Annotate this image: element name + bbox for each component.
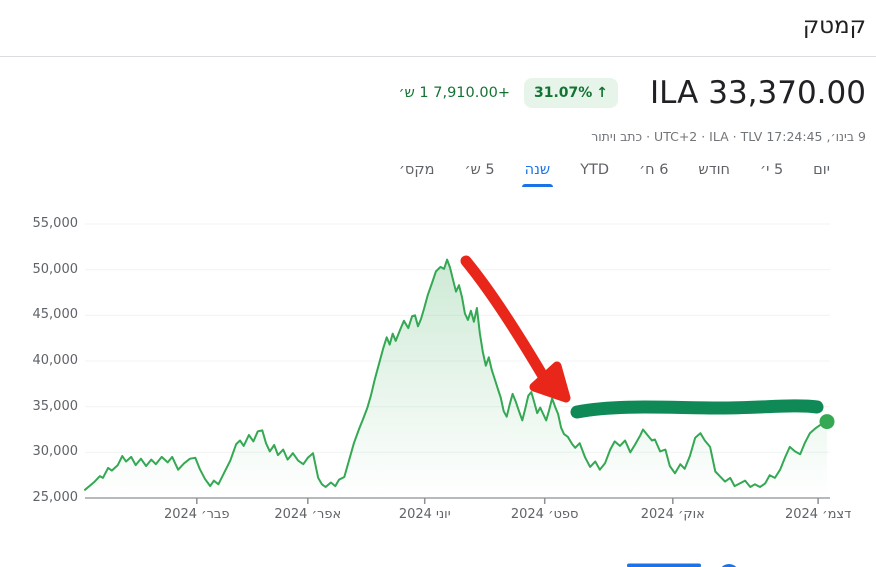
x-axis-label: אפר׳ 2024 (274, 507, 342, 522)
quote-meta-line: 9 בינו׳, 17:24:45 UTC+2 · ILA · TLV · כת… (591, 129, 866, 144)
y-axis-label: 30,000 (32, 444, 79, 460)
tab-ytd[interactable]: YTD (580, 162, 609, 187)
tab-label: חודש (698, 162, 731, 178)
tab-label: 5 י׳ (760, 162, 784, 178)
tab-1y[interactable]: שנה (521, 162, 554, 187)
page-title: קמטק (802, 13, 866, 39)
last-price-dot (819, 414, 835, 430)
selected-tab-underline (521, 184, 554, 187)
tab-label: 6 ח׳ (639, 162, 669, 178)
x-axis-label: אוק׳ 2024 (640, 507, 705, 522)
y-axis-label: 35,000 (32, 398, 79, 414)
price-change-text: +7,910.00 1 ש׳ (398, 85, 510, 101)
tab-5d[interactable]: 5 י׳ (760, 162, 783, 187)
y-axis-label: 50,000 (32, 261, 79, 277)
tab-label: יום (813, 162, 830, 178)
tab-label: 5 ש׳ (464, 162, 495, 178)
bottom-cutoff-blue-bar (627, 563, 701, 567)
stock-price: ILA 33,370.00 (650, 75, 866, 111)
y-axis-label: 40,000 (32, 353, 79, 368)
disclaimer-link[interactable]: כתב ויתור (591, 129, 643, 144)
arrow-up-icon: ↑ (596, 85, 609, 101)
tab-max[interactable]: מקס׳ (399, 162, 435, 187)
x-axis-label: דצמ׳ 2024 (784, 507, 852, 522)
x-axis-label: פבר׳ 2024 (163, 507, 230, 522)
tab-5y[interactable]: 5 ש׳ (464, 162, 494, 187)
quote-meta-text: 9 בינו׳, 17:24:45 UTC+2 · ILA · TLV · (642, 129, 866, 144)
header-divider (0, 56, 876, 57)
red-arrow-annotation-head (529, 361, 571, 403)
price-area-fill (85, 259, 827, 498)
percent-change-badge: 31.07% ↑ (523, 78, 619, 108)
x-axis-label: ספט׳ 2024 (510, 507, 579, 522)
time-range-tabs: יום 5 י׳ חודש 6 ח׳ YTD שנה 5 ש׳ מקס׳ (399, 162, 830, 187)
x-axis-label: יוני 2024 (398, 507, 451, 522)
quote-summary: ILA 33,370.00 31.07% ↑ +7,910.00 1 ש׳ (398, 72, 866, 114)
percent-change-value: 31.07% (533, 85, 593, 101)
tab-label: מקס׳ (398, 162, 435, 178)
price-line (84, 258, 828, 491)
green-marker-annotation (570, 399, 824, 419)
y-axis-label: 45,000 (32, 307, 79, 323)
y-axis-label: 25,000 (32, 490, 79, 505)
tab-1d[interactable]: יום (813, 162, 830, 187)
red-arrow-annotation-body (460, 255, 549, 382)
y-axis-label: 55,000 (32, 216, 79, 231)
tab-6m[interactable]: 6 ח׳ (639, 162, 668, 187)
tab-1m[interactable]: חודש (698, 162, 730, 187)
tab-label: YTD (580, 162, 610, 178)
tab-label: שנה (524, 162, 551, 178)
